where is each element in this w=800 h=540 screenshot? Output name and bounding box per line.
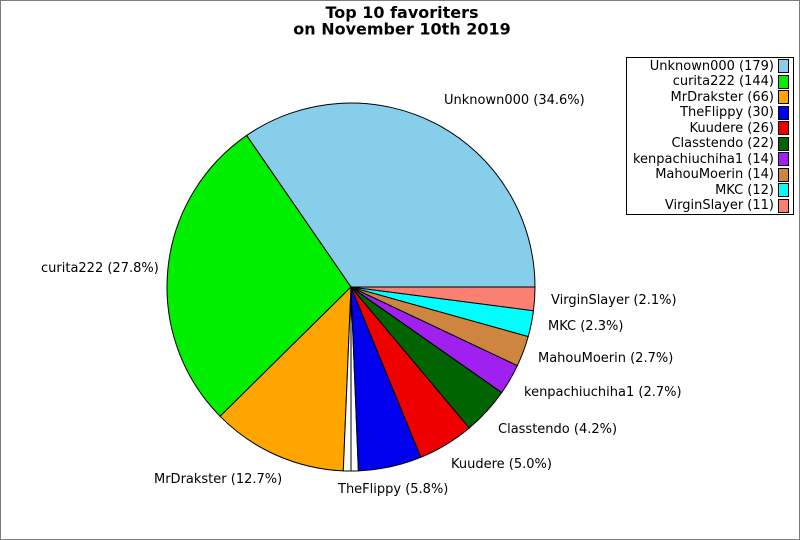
chart-title-line1: Top 10 favoriters bbox=[325, 3, 478, 22]
pie-label-kenpachiuchiha1: kenpachiuchiha1 (2.7%) bbox=[524, 385, 682, 400]
legend-label: kenpachiuchiha1 (14) bbox=[632, 151, 774, 167]
pie-label-MKC: MKC (2.3%) bbox=[548, 319, 623, 334]
legend-row-Classtendo: Classtendo (22) bbox=[627, 136, 793, 152]
legend-label: Kuudere (26) bbox=[689, 120, 774, 136]
legend-swatch-VirginSlayer bbox=[778, 198, 789, 213]
legend-row-Kuudere: Kuudere (26) bbox=[627, 121, 793, 137]
chart-title-line2: on November 10th 2019 bbox=[293, 20, 510, 39]
legend-swatch-Unknown000 bbox=[778, 59, 789, 74]
legend-label: MahouMoerin (14) bbox=[655, 167, 774, 182]
legend-swatch-Classtendo bbox=[778, 136, 789, 151]
legend-label: Unknown000 (179) bbox=[649, 58, 774, 74]
legend-row-TheFlippy: TheFlippy (30) bbox=[627, 105, 793, 121]
pie-label-TheFlippy: TheFlippy (5.8%) bbox=[337, 482, 448, 497]
legend-swatch-MKC bbox=[778, 183, 789, 198]
legend-swatch-Kuudere bbox=[778, 121, 789, 136]
pie-slice-VirginSlayer bbox=[350, 286, 536, 312]
legend-row-Unknown000: Unknown000 (179) bbox=[627, 59, 793, 75]
legend-label: VirginSlayer (11) bbox=[664, 198, 774, 213]
legend-row-kenpachiuchiha1: kenpachiuchiha1 (14) bbox=[627, 152, 793, 168]
pie-label-Classtendo: Classtendo (4.2%) bbox=[498, 422, 617, 437]
legend-swatch-MahouMoerin bbox=[778, 167, 789, 182]
legend-row-curita222: curita222 (144) bbox=[627, 74, 793, 90]
pie-slices bbox=[166, 102, 536, 472]
legend-row-MKC: MKC (12) bbox=[627, 183, 793, 199]
legend-label: Classtendo (22) bbox=[671, 136, 774, 151]
pie-label-Kuudere: Kuudere (5.0%) bbox=[451, 457, 552, 472]
legend-label: curita222 (144) bbox=[672, 74, 774, 89]
pie-slice-MrDrakster bbox=[219, 285, 352, 472]
legend-swatch-MrDrakster bbox=[778, 90, 789, 105]
legend-label: MKC (12) bbox=[715, 182, 774, 198]
pie-slice-labels: Unknown000 (34.6%) curita222 (27.8%) MrDra… bbox=[41, 93, 682, 497]
legend-row-MrDrakster: MrDrakster (66) bbox=[627, 90, 793, 106]
legend-label: TheFlippy (30) bbox=[680, 105, 774, 120]
legend-row-VirginSlayer: VirginSlayer (11) bbox=[627, 198, 793, 214]
pie-slice-curita222 bbox=[166, 134, 352, 417]
legend-label: MrDrakster (66) bbox=[670, 89, 774, 105]
pie-label-MrDrakster: MrDrakster (12.7%) bbox=[154, 472, 282, 487]
legend-box: Unknown000 (179) curita222 (144) MrDrakste… bbox=[626, 57, 794, 215]
legend-row-MahouMoerin: MahouMoerin (14) bbox=[627, 167, 793, 183]
legend-swatch-curita222 bbox=[778, 74, 789, 89]
pie-label-Unknown000: Unknown000 (34.6%) bbox=[444, 93, 585, 108]
pie-label-VirginSlayer: VirginSlayer (2.1%) bbox=[551, 293, 677, 308]
pie-slice-Unknown000 bbox=[245, 102, 536, 288]
legend-swatch-kenpachiuchiha1 bbox=[778, 152, 789, 167]
pie-label-MahouMoerin: MahouMoerin (2.7%) bbox=[538, 351, 673, 366]
legend-swatch-TheFlippy bbox=[778, 105, 789, 120]
pie-label-curita222: curita222 (27.8%) bbox=[41, 261, 159, 276]
